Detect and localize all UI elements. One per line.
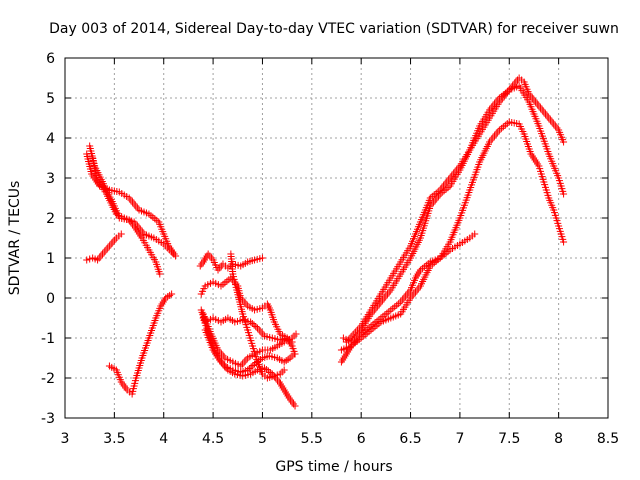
data-point [273, 371, 281, 379]
series-track-3 [89, 154, 178, 258]
series-track-12 [199, 310, 300, 370]
data-point [560, 190, 568, 198]
series-track-1 [83, 150, 180, 260]
x-tick-label: 4 [159, 431, 168, 447]
data-point [252, 323, 260, 330]
data-point [258, 254, 266, 262]
data-point [156, 270, 164, 278]
data-point [83, 256, 91, 264]
data-point [270, 372, 278, 380]
data-point [560, 238, 568, 246]
y-tick-label: -1 [41, 331, 55, 347]
x-tick-label: 4.5 [202, 431, 224, 447]
x-axis-label: GPS time / hours [275, 459, 392, 475]
data-point [168, 290, 176, 298]
data-point [291, 350, 299, 358]
data-point [292, 330, 300, 338]
y-tick-label: 2 [46, 211, 55, 227]
data-point [248, 320, 256, 327]
y-tick-label: 4 [46, 131, 55, 147]
data-point [291, 402, 299, 410]
series-track-16 [342, 74, 568, 346]
data-point [245, 365, 253, 372]
data-point [250, 321, 258, 329]
grid [65, 58, 608, 418]
y-tick-label: 3 [46, 171, 55, 187]
x-tick-label: 8 [554, 431, 563, 447]
x-tick-label: 5 [258, 431, 267, 447]
y-tick-label: 5 [46, 91, 55, 107]
series-track-11 [227, 250, 288, 382]
data-point [170, 250, 178, 258]
y-tick-label: 6 [46, 51, 55, 67]
series-track-14 [337, 118, 568, 354]
data-point [249, 362, 257, 369]
x-tick-label: 8.5 [597, 431, 619, 447]
x-tick-label: 3 [61, 431, 70, 447]
y-axis-label: SDTVAR / TECUs [7, 181, 23, 296]
data-point [560, 138, 568, 146]
y-tick-label: -2 [41, 371, 55, 387]
y-tick-label: 0 [46, 291, 55, 307]
data-point [280, 366, 288, 374]
data-point [247, 363, 255, 371]
y-tick-label: -3 [41, 411, 55, 427]
x-tick-label: 3.5 [103, 431, 125, 447]
data-point [117, 230, 125, 238]
axis-ticks: 3 3.5 4 4.5 5 5.5 6 6.5 7 7.5 8 8.5 -3 -2 -1 0 1 2 3 4 5 6 [41, 51, 619, 447]
x-tick-label: 6 [357, 431, 366, 447]
plot-frame [64, 57, 609, 419]
x-tick-label: 7.5 [498, 431, 520, 447]
x-tick-label: 6.5 [399, 431, 421, 447]
chart-title: Day 003 of 2014, Sidereal Day-to-day VTE… [49, 21, 619, 37]
y-tick-label: 1 [46, 251, 55, 267]
x-tick-label: 7 [455, 431, 464, 447]
data-point [471, 230, 479, 238]
series-track-4 [83, 230, 125, 264]
series-track-5 [105, 290, 176, 398]
x-tick-label: 5.5 [301, 431, 323, 447]
data-points [83, 74, 568, 410]
